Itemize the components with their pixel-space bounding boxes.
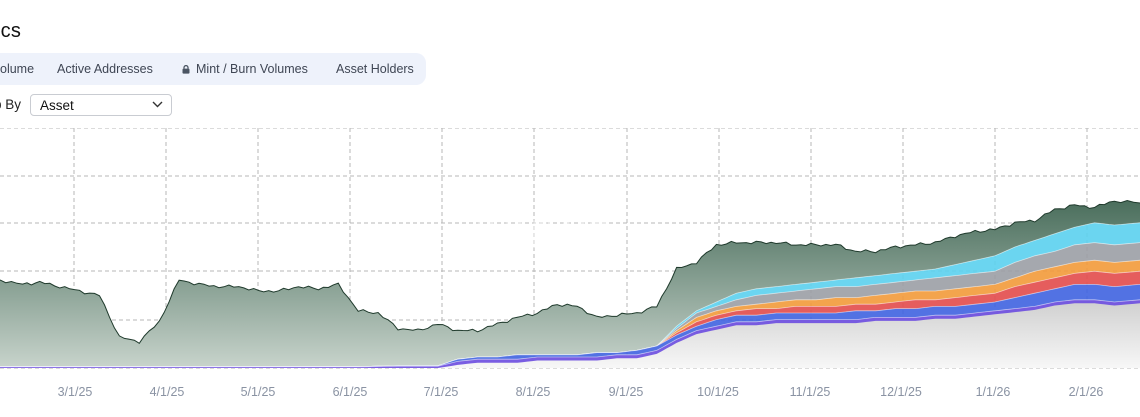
- x-axis-ticks: 253/1/254/1/255/1/256/1/257/1/258/1/259/…: [58, 385, 1104, 399]
- tab-mint-burn-volumes[interactable]: Mint / Burn Volumes: [182, 53, 308, 85]
- tab-volume[interactable]: olume: [0, 62, 35, 76]
- x-tick-label: 5/1/25: [241, 385, 276, 399]
- group-by-label: p By: [0, 97, 22, 112]
- x-tick-label: 3/1/25: [58, 385, 93, 399]
- metric-tabs: olume Active Addresses Mint / Burn Volum…: [0, 53, 426, 85]
- x-tick-label: 1/1/26: [976, 385, 1011, 399]
- x-tick-label: 4/1/25: [150, 385, 185, 399]
- tab-active-addresses[interactable]: Active Addresses: [57, 62, 153, 76]
- watermark-suffix: .xyz: [632, 230, 671, 255]
- watermark: rwa .xyz: [477, 202, 671, 260]
- x-tick-label: 6/1/25: [333, 385, 368, 399]
- x-tick-label: 11/1/25: [790, 385, 831, 399]
- x-tick-label: 2/1/26: [1069, 385, 1104, 399]
- globe-icon: [477, 208, 523, 254]
- group-by-select[interactable]: Asset: [30, 94, 172, 116]
- tab-asset-holders[interactable]: Asset Holders: [336, 62, 414, 76]
- series-area-total: [0, 200, 1140, 367]
- base-area: [0, 299, 1140, 368]
- x-tick-label: 10/1/25: [697, 385, 739, 399]
- chevron-down-icon: [152, 101, 163, 108]
- x-tick-label: 7/1/25: [424, 385, 459, 399]
- stacked-area-chart: rwa .xyz 253/1/254/1/255/1/256/1/257/1/2…: [0, 128, 1140, 399]
- series-line-total: [0, 199, 1140, 344]
- chart-series: [0, 199, 1140, 368]
- tab-mint-burn-label: Mint / Burn Volumes: [196, 62, 308, 76]
- x-tick-label: 8/1/25: [516, 385, 551, 399]
- watermark-text: rwa: [530, 202, 614, 260]
- page-title: ics: [0, 20, 22, 42]
- lock-icon: [182, 65, 190, 74]
- series-edge: [0, 299, 1140, 368]
- x-tick-label: 12/1/25: [880, 385, 922, 399]
- group-by-value: Asset: [40, 98, 74, 113]
- x-tick-label: 9/1/25: [609, 385, 644, 399]
